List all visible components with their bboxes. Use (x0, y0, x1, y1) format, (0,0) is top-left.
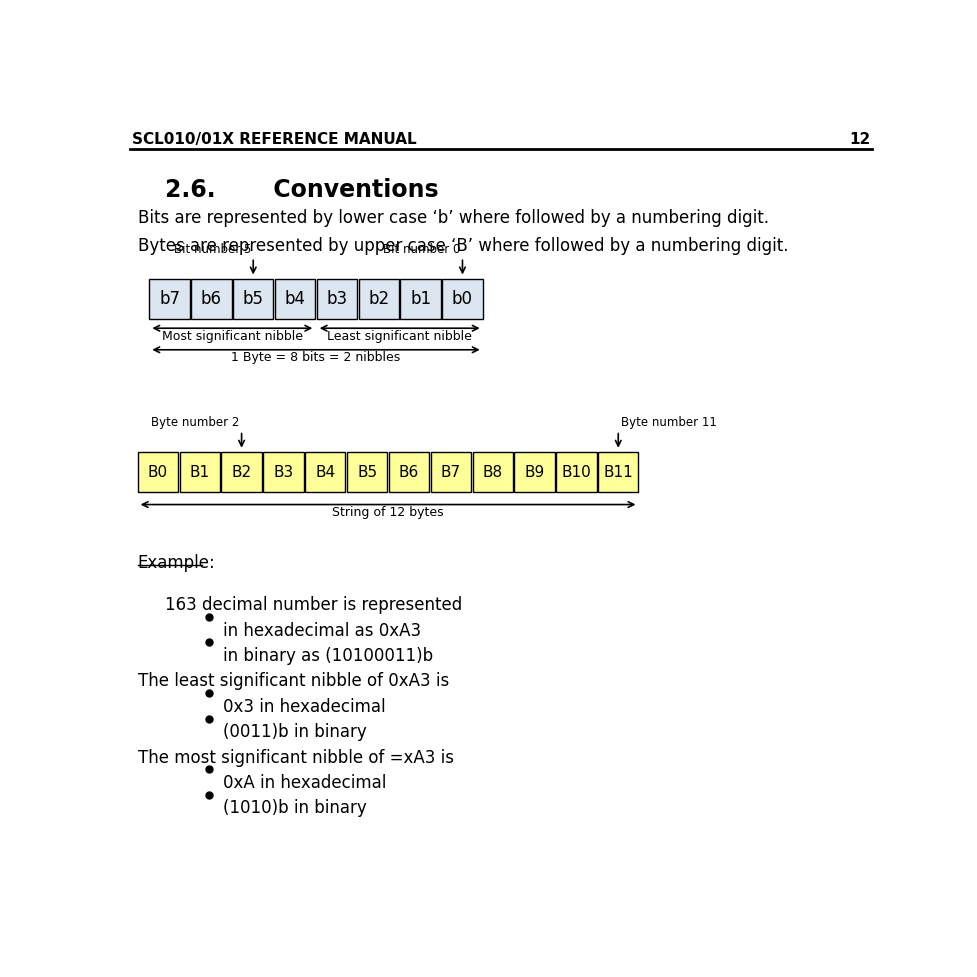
Text: B6: B6 (399, 465, 419, 480)
FancyBboxPatch shape (233, 279, 274, 319)
Text: b6: b6 (200, 290, 222, 308)
FancyBboxPatch shape (138, 452, 178, 492)
Text: SCL010/01X REFERENCE MANUAL: SCL010/01X REFERENCE MANUAL (132, 132, 416, 147)
Text: 2.6.       Conventions: 2.6. Conventions (165, 178, 438, 202)
Text: b7: b7 (159, 290, 180, 308)
Text: B0: B0 (148, 465, 168, 480)
FancyBboxPatch shape (149, 279, 190, 319)
FancyBboxPatch shape (442, 279, 482, 319)
Text: B9: B9 (524, 465, 544, 480)
Text: 0x3 in hexadecimal: 0x3 in hexadecimal (223, 698, 385, 716)
Text: Bytes are represented by upper case ‘B’ where followed by a numbering digit.: Bytes are represented by upper case ‘B’ … (138, 236, 787, 255)
FancyBboxPatch shape (317, 279, 357, 319)
Text: B3: B3 (273, 465, 293, 480)
Text: in binary as (10100011)b: in binary as (10100011)b (223, 647, 433, 665)
FancyBboxPatch shape (221, 452, 262, 492)
Text: b1: b1 (409, 290, 431, 308)
FancyBboxPatch shape (359, 279, 399, 319)
Text: in hexadecimal as 0xA3: in hexadecimal as 0xA3 (223, 621, 421, 640)
Text: Most significant nibble: Most significant nibble (161, 330, 303, 343)
Text: The most significant nibble of =xA3 is: The most significant nibble of =xA3 is (138, 748, 453, 767)
FancyBboxPatch shape (389, 452, 429, 492)
Text: B11: B11 (603, 465, 632, 480)
Text: B1: B1 (190, 465, 210, 480)
Text: String of 12 bytes: String of 12 bytes (332, 506, 444, 519)
Text: The least significant nibble of 0xA3 is: The least significant nibble of 0xA3 is (138, 672, 448, 691)
FancyBboxPatch shape (598, 452, 638, 492)
FancyBboxPatch shape (430, 452, 471, 492)
Text: Bits are represented by lower case ‘b’ where followed by a numbering digit.: Bits are represented by lower case ‘b’ w… (138, 209, 768, 227)
Text: B5: B5 (357, 465, 377, 480)
FancyBboxPatch shape (263, 452, 303, 492)
FancyBboxPatch shape (400, 279, 441, 319)
FancyBboxPatch shape (514, 452, 554, 492)
Text: b3: b3 (326, 290, 347, 308)
Text: B2: B2 (232, 465, 251, 480)
FancyBboxPatch shape (472, 452, 512, 492)
FancyBboxPatch shape (347, 452, 387, 492)
Text: b5: b5 (242, 290, 264, 308)
FancyBboxPatch shape (556, 452, 596, 492)
Text: B8: B8 (482, 465, 502, 480)
Text: 1 Byte = 8 bits = 2 nibbles: 1 Byte = 8 bits = 2 nibbles (232, 352, 401, 364)
Text: (1010)b in binary: (1010)b in binary (223, 799, 366, 818)
Text: B7: B7 (441, 465, 460, 480)
FancyBboxPatch shape (191, 279, 232, 319)
Text: Bit number 5: Bit number 5 (173, 243, 251, 256)
FancyBboxPatch shape (180, 452, 220, 492)
Text: B4: B4 (315, 465, 335, 480)
Text: 163 decimal number is represented: 163 decimal number is represented (165, 596, 462, 615)
Text: b2: b2 (367, 290, 389, 308)
Text: Bit number 0: Bit number 0 (382, 243, 460, 256)
Text: 12: 12 (849, 132, 870, 147)
Text: Byte number 2: Byte number 2 (150, 416, 239, 429)
Text: (0011)b in binary: (0011)b in binary (223, 723, 366, 742)
FancyBboxPatch shape (305, 452, 345, 492)
Text: B10: B10 (561, 465, 591, 480)
Text: Example:: Example: (138, 554, 215, 572)
Text: Byte number 11: Byte number 11 (620, 416, 716, 429)
Text: b4: b4 (284, 290, 305, 308)
Text: b0: b0 (451, 290, 473, 308)
FancyBboxPatch shape (275, 279, 315, 319)
Text: 0xA in hexadecimal: 0xA in hexadecimal (223, 774, 386, 792)
Text: Least significant nibble: Least significant nibble (327, 330, 472, 343)
